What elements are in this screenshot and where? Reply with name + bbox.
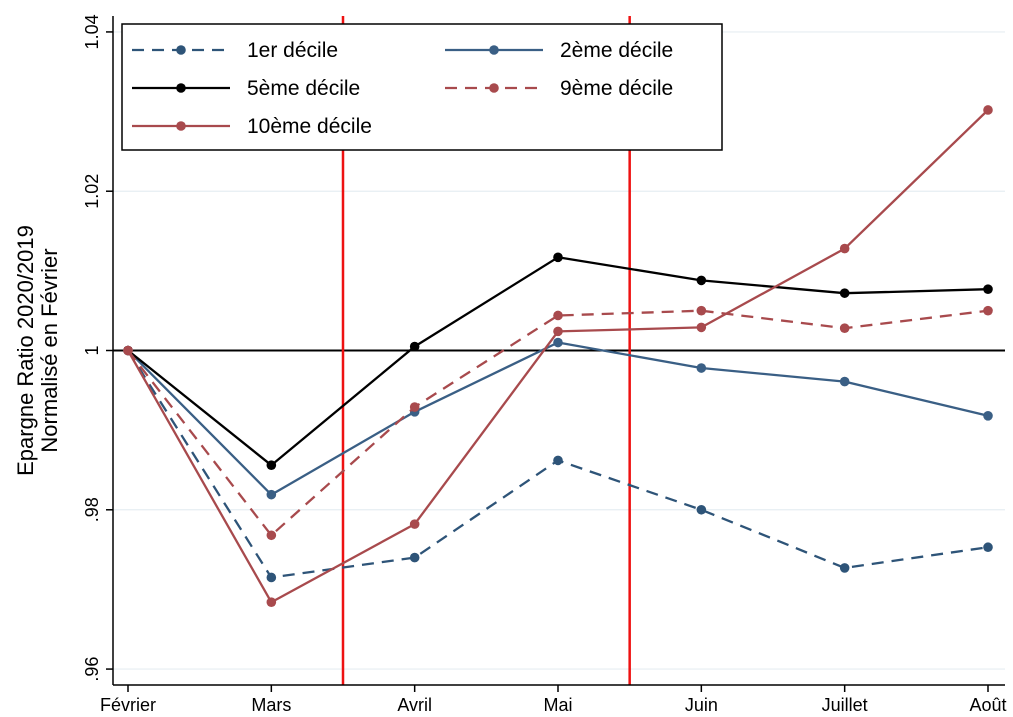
legend-label-0: 1er décile	[247, 39, 338, 62]
legend-label-4: 10ème décile	[247, 115, 372, 138]
series-layer	[123, 105, 993, 607]
series-3-point-1	[266, 530, 277, 541]
x-tick-label-5: Juillet	[822, 695, 868, 715]
y-tick-label-1: .98	[82, 497, 102, 522]
x-tick-label-3: Mai	[543, 695, 572, 715]
series-2-point-3	[553, 252, 563, 263]
series-1-point-3	[553, 337, 563, 348]
axis-layer: .96 .98 1 1.02 1.04 Février Mars Avril Mai Juin Ju…	[82, 14, 1007, 715]
y-axis-title-line-2: Normalisé en Février	[37, 248, 62, 452]
legend-swatch-marker-2	[176, 83, 186, 93]
series-3-point-4	[696, 305, 707, 316]
series-1-point-4	[696, 363, 707, 373]
series-2-point-6	[983, 284, 993, 294]
x-tick-label-6: Août	[969, 695, 1006, 715]
series-line-2	[127, 256, 989, 467]
y-tick-label-0: .96	[82, 657, 102, 682]
series-4-point-5	[839, 243, 850, 254]
series-1-point-1	[266, 489, 277, 500]
y-axis-title-line-1: Epargne Ratio 2020/2019	[13, 225, 38, 476]
series-4-point-4	[696, 322, 707, 333]
series-4-point-6	[983, 105, 993, 115]
legend-swatch-marker-3	[489, 83, 499, 93]
series-2-point-1	[266, 460, 277, 470]
series-0-point-3	[553, 455, 563, 466]
x-tick-label-1: Mars	[251, 695, 291, 715]
series-1-point-5	[839, 376, 850, 387]
x-tick-label-4: Juin	[685, 695, 718, 715]
series-4-point-1	[266, 597, 277, 607]
x-tick-label-0: Février	[100, 695, 156, 715]
series-2-point-5	[839, 288, 850, 298]
series-0-point-1	[266, 572, 277, 583]
x-tick-label-2: Avril	[397, 695, 432, 715]
legend-label-1: 2ème décile	[560, 39, 673, 62]
series-3-point-5	[839, 323, 850, 334]
series-4-point-2	[409, 519, 420, 529]
series-1-point-6	[983, 411, 993, 421]
series-2-point-2	[409, 341, 420, 352]
series-0-point-6	[983, 542, 993, 553]
series-line-4	[127, 109, 989, 604]
legend-swatch-marker-0	[176, 45, 186, 55]
series-3-point-2	[409, 402, 420, 412]
legend-label-3: 9ème décile	[560, 77, 673, 100]
legend-swatch-marker-4	[176, 121, 186, 131]
series-3-point-6	[983, 305, 993, 316]
series-4-point-0	[123, 345, 133, 356]
y-tick-label-2: 1	[82, 345, 102, 355]
y-tick-label-3: 1.02	[82, 174, 102, 209]
series-0-point-5	[839, 563, 850, 573]
legend-label-2: 5ème décile	[247, 77, 360, 100]
series-4-point-3	[553, 326, 563, 337]
series-3-point-3	[553, 310, 563, 321]
y-tick-label-4: 1.04	[82, 14, 102, 49]
series-0-point-4	[696, 504, 707, 515]
series-line-1	[127, 341, 989, 496]
series-0-point-2	[409, 552, 420, 563]
series-2-point-4	[696, 275, 707, 286]
legend: 1er décile 2ème décile 5ème décile 9ème déc…	[121, 23, 723, 151]
legend-swatch-marker-1	[489, 45, 499, 55]
